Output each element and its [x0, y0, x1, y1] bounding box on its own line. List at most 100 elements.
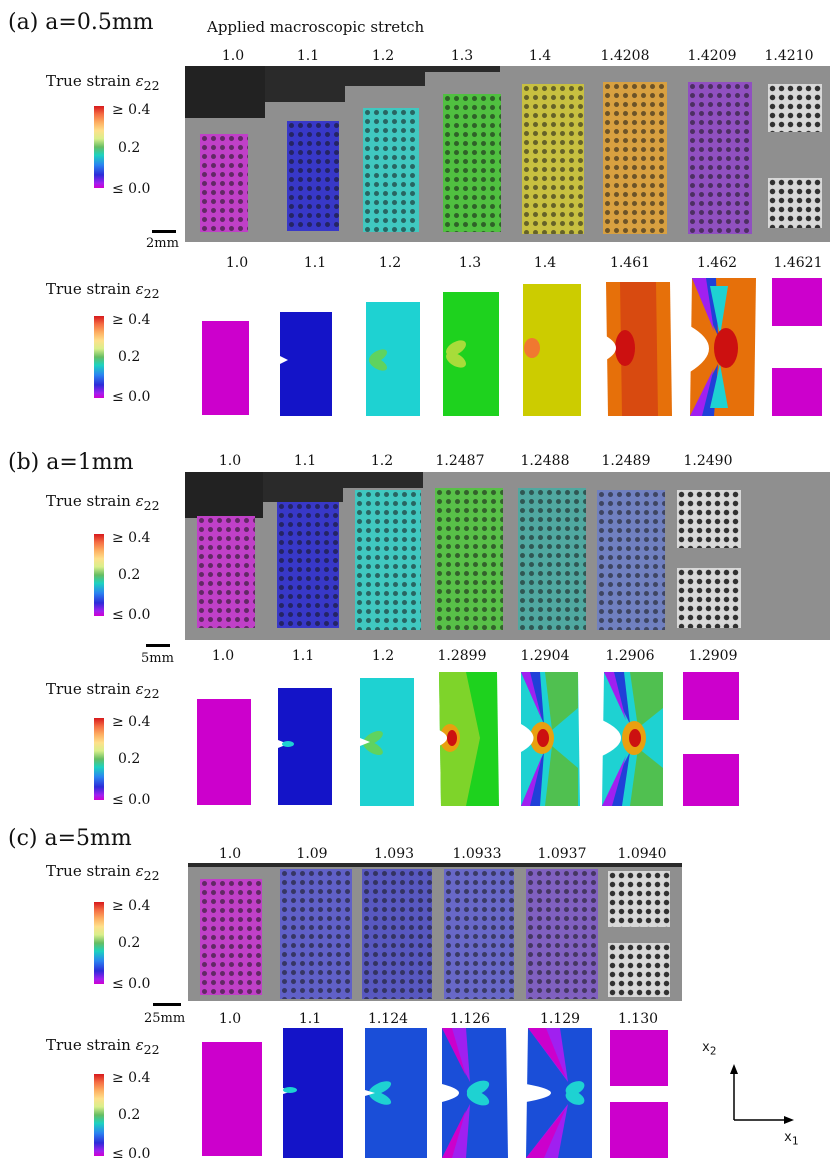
colorbar [94, 316, 104, 398]
exp-stretch-label: 1.2 [370, 453, 394, 469]
specimen [688, 82, 752, 234]
exp-stretch-label: 1.2490 [683, 453, 733, 469]
specimen [197, 516, 255, 628]
sim-stretch-label: 1.2899 [437, 648, 487, 664]
axis-indicator [730, 1064, 794, 1124]
sim-stretch-label: 1.4621 [773, 255, 823, 271]
broken-specimen-bottom [608, 943, 670, 997]
colorbar-tick-mid: 0.2 [118, 140, 141, 156]
sim-stretch-label: 1.1 [303, 255, 327, 271]
specimen [603, 82, 667, 234]
sim-stretch-label: 1.129 [539, 1011, 581, 1027]
scale-bar [153, 1003, 181, 1006]
sim-specimen-broken-top [683, 672, 739, 720]
sim-stretch-label: 1.3 [458, 255, 482, 271]
sim-specimen-broken-bottom [772, 368, 822, 416]
sim-specimen-broken-top [772, 278, 822, 326]
panel-c-label: (c) a=5mm [8, 826, 132, 851]
specimen [200, 134, 248, 232]
colorbar-tick-mid: 0.2 [118, 751, 141, 767]
sim-specimen [202, 321, 249, 415]
colorbar-tick-low: ≤ 0.0 [112, 607, 151, 623]
colorbar-tick-high: ≥ 0.4 [112, 530, 151, 546]
colorbar-tick-mid: 0.2 [118, 1107, 141, 1123]
panel-a-label: (a) a=0.5mm [8, 10, 154, 35]
colorbar [94, 106, 104, 188]
colorbar [94, 902, 104, 984]
specimen [597, 490, 665, 630]
exp-stretch-label: 1.0940 [617, 846, 667, 862]
colorbar-tick-high: ≥ 0.4 [112, 312, 151, 328]
broken-specimen-top [768, 84, 822, 132]
sim-specimen [202, 1042, 262, 1156]
panel-b-label: (b) a=1mm [8, 450, 134, 475]
strain-label: True strain ε22 [46, 1036, 160, 1057]
sim-specimen [197, 699, 251, 805]
specimen [200, 879, 262, 995]
strain-label: True strain ε22 [46, 492, 160, 513]
broken-specimen-bottom [768, 178, 822, 228]
exp-stretch-label: 1.4 [528, 48, 552, 64]
sim-specimen [280, 312, 332, 416]
sim-stretch-label: 1.2 [371, 648, 395, 664]
sim-stretch-label: 1.124 [367, 1011, 409, 1027]
specimen [363, 108, 419, 232]
sim-stretch-label: 1.1 [298, 1011, 322, 1027]
colorbar-tick-high: ≥ 0.4 [112, 714, 151, 730]
sim-stretch-label: 1.461 [609, 255, 651, 271]
colorbar-tick-low: ≤ 0.0 [112, 389, 151, 405]
simulation-strip [202, 1028, 668, 1158]
exp-stretch-label: 1.3 [450, 48, 474, 64]
sim-specimen [283, 1028, 343, 1158]
scale-bar [146, 644, 170, 647]
colorbar-tick-mid: 0.2 [118, 567, 141, 583]
exp-stretch-label: 1.093 [373, 846, 415, 862]
exp-stretch-label: 1.1 [293, 453, 317, 469]
sim-specimen-broken-bottom [683, 754, 739, 806]
specimen [287, 121, 339, 231]
exp-stretch-label: 1.2488 [520, 453, 570, 469]
sim-stretch-label: 1.462 [696, 255, 738, 271]
sim-stretch-label: 1.2906 [605, 648, 655, 664]
strain-label: True strain ε22 [46, 862, 160, 883]
colorbar-tick-low: ≤ 0.0 [112, 792, 151, 808]
colorbar-tick-high: ≥ 0.4 [112, 102, 151, 118]
specimen [362, 869, 432, 999]
exp-stretch-label: 1.0 [218, 846, 242, 862]
specimen [277, 502, 339, 628]
broken-specimen-top [677, 490, 741, 548]
x2-axis-label: x2 [702, 1040, 717, 1058]
broken-specimen-bottom [677, 568, 741, 628]
sim-specimen [526, 1028, 592, 1158]
sim-specimen-broken-top [610, 1030, 668, 1086]
scale-text: 2mm [146, 236, 179, 251]
scale-text: 25mm [144, 1011, 186, 1026]
exp-stretch-label: 1.0937 [537, 846, 587, 862]
scale-text: 5mm [141, 651, 174, 666]
sim-stretch-label: 1.0 [211, 648, 235, 664]
exp-stretch-label: 1.4210 [764, 48, 814, 64]
specimen [355, 490, 421, 630]
exp-stretch-label: 1.2489 [601, 453, 651, 469]
sim-specimen-broken-bottom [610, 1102, 668, 1158]
sim-stretch-label: 1.126 [449, 1011, 491, 1027]
exp-stretch-label: 1.4209 [687, 48, 737, 64]
specimen [522, 84, 584, 234]
exp-stretch-label: 1.2487 [435, 453, 485, 469]
exp-stretch-label: 1.0933 [452, 846, 502, 862]
specimen [435, 488, 503, 630]
strain-label: True strain ε22 [46, 680, 160, 701]
exp-stretch-label: 1.1 [296, 48, 320, 64]
exp-stretch-label: 1.0 [221, 48, 245, 64]
scale-bar [152, 230, 176, 233]
colorbar-tick-high: ≥ 0.4 [112, 1070, 151, 1086]
colorbar-tick-low: ≤ 0.0 [112, 976, 151, 992]
colorbar-tick-mid: 0.2 [118, 935, 141, 951]
sim-stretch-label: 1.1 [291, 648, 315, 664]
colorbar-tick-low: ≤ 0.0 [112, 1146, 151, 1162]
specimen [280, 869, 352, 999]
experiment-photo-strip [185, 472, 830, 640]
exp-stretch-label: 1.09 [296, 846, 328, 862]
specimen [443, 94, 501, 232]
sim-stretch-label: 1.2 [378, 255, 402, 271]
